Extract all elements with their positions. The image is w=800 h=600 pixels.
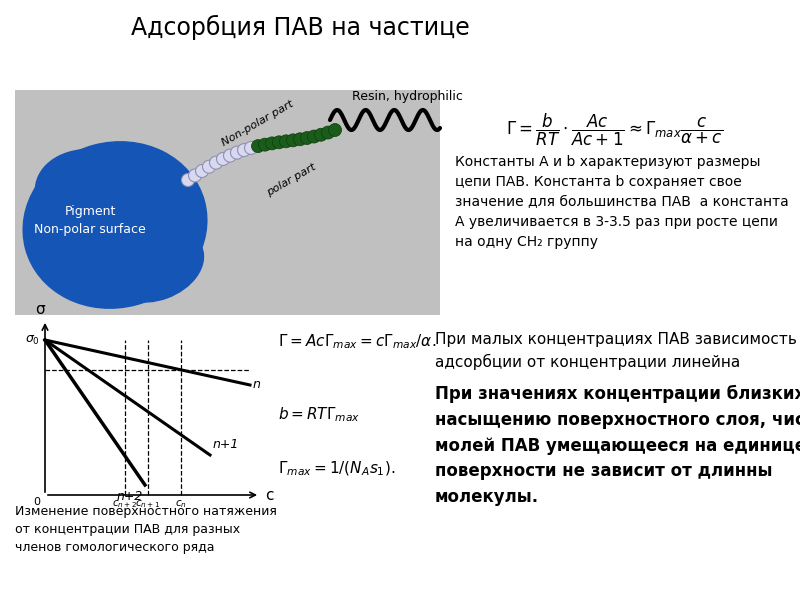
- Circle shape: [195, 164, 209, 178]
- Circle shape: [294, 133, 306, 146]
- Ellipse shape: [106, 228, 203, 302]
- Circle shape: [251, 140, 265, 152]
- Circle shape: [202, 160, 215, 173]
- Text: $b = RT\Gamma_{max}$: $b = RT\Gamma_{max}$: [278, 405, 360, 424]
- Circle shape: [182, 173, 194, 187]
- Text: $c_n$: $c_n$: [175, 498, 187, 510]
- Text: Изменение поверхностного натяжения
от концентрации ПАВ для разных
членов гомолог: Изменение поверхностного натяжения от ко…: [15, 505, 277, 554]
- Text: n: n: [253, 379, 261, 391]
- Text: Non-polar part: Non-polar part: [220, 99, 295, 148]
- Text: n+2: n+2: [117, 490, 143, 503]
- Circle shape: [273, 136, 286, 149]
- Circle shape: [314, 128, 327, 141]
- Text: n+1: n+1: [213, 439, 239, 451]
- Bar: [15, 90, 440, 315]
- Text: $\Gamma = \dfrac{b}{RT}\cdot\dfrac{Ac}{Ac+1} \approx \Gamma_{max}\dfrac{c}{\alph: $\Gamma = \dfrac{b}{RT}\cdot\dfrac{Ac}{A…: [506, 112, 723, 148]
- Text: σ: σ: [35, 302, 45, 317]
- Text: Константы А и b характеризуют размеры
цепи ПАВ. Константа b сохраняет свое
значе: Константы А и b характеризуют размеры це…: [455, 155, 789, 249]
- Circle shape: [301, 131, 314, 145]
- Circle shape: [322, 126, 334, 139]
- Circle shape: [258, 138, 271, 151]
- Circle shape: [230, 146, 243, 159]
- Text: $c_{n+2}$: $c_{n+2}$: [113, 498, 138, 510]
- Text: $c_{n+1}$: $c_{n+1}$: [135, 498, 161, 510]
- Text: $\sigma_0$: $\sigma_0$: [25, 334, 40, 347]
- Ellipse shape: [23, 142, 207, 308]
- Text: polar part: polar part: [265, 162, 318, 198]
- Circle shape: [245, 142, 258, 154]
- Text: c: c: [265, 487, 274, 503]
- Ellipse shape: [35, 149, 154, 241]
- Circle shape: [329, 124, 342, 136]
- Circle shape: [217, 152, 230, 166]
- Circle shape: [307, 130, 321, 143]
- Circle shape: [279, 135, 293, 148]
- Circle shape: [238, 143, 250, 157]
- Circle shape: [286, 134, 299, 147]
- Text: При значениях концентрации близких к
насыщению поверхностного слоя, число
молей : При значениях концентрации близких к нас…: [435, 385, 800, 506]
- Circle shape: [189, 169, 202, 182]
- Circle shape: [210, 156, 222, 169]
- Circle shape: [266, 137, 278, 150]
- Text: Resin, hydrophilic: Resin, hydrophilic: [352, 90, 463, 103]
- Text: При малых концентрациях ПАВ зависимость
адсорбции от концентрации линейна: При малых концентрациях ПАВ зависимость …: [435, 332, 797, 370]
- Text: $\Gamma = Ac\Gamma_{max} = c\Gamma_{max}/\alpha.$: $\Gamma = Ac\Gamma_{max} = c\Gamma_{max}…: [278, 332, 436, 350]
- Text: $\Gamma_{max} = 1/(N_A s_1).$: $\Gamma_{max} = 1/(N_A s_1).$: [278, 460, 395, 478]
- Text: Адсорбция ПАВ на частице: Адсорбция ПАВ на частице: [130, 15, 470, 40]
- Text: 0: 0: [33, 497, 40, 507]
- Circle shape: [223, 149, 237, 162]
- Text: Pigment
Non-polar surface: Pigment Non-polar surface: [34, 205, 146, 235]
